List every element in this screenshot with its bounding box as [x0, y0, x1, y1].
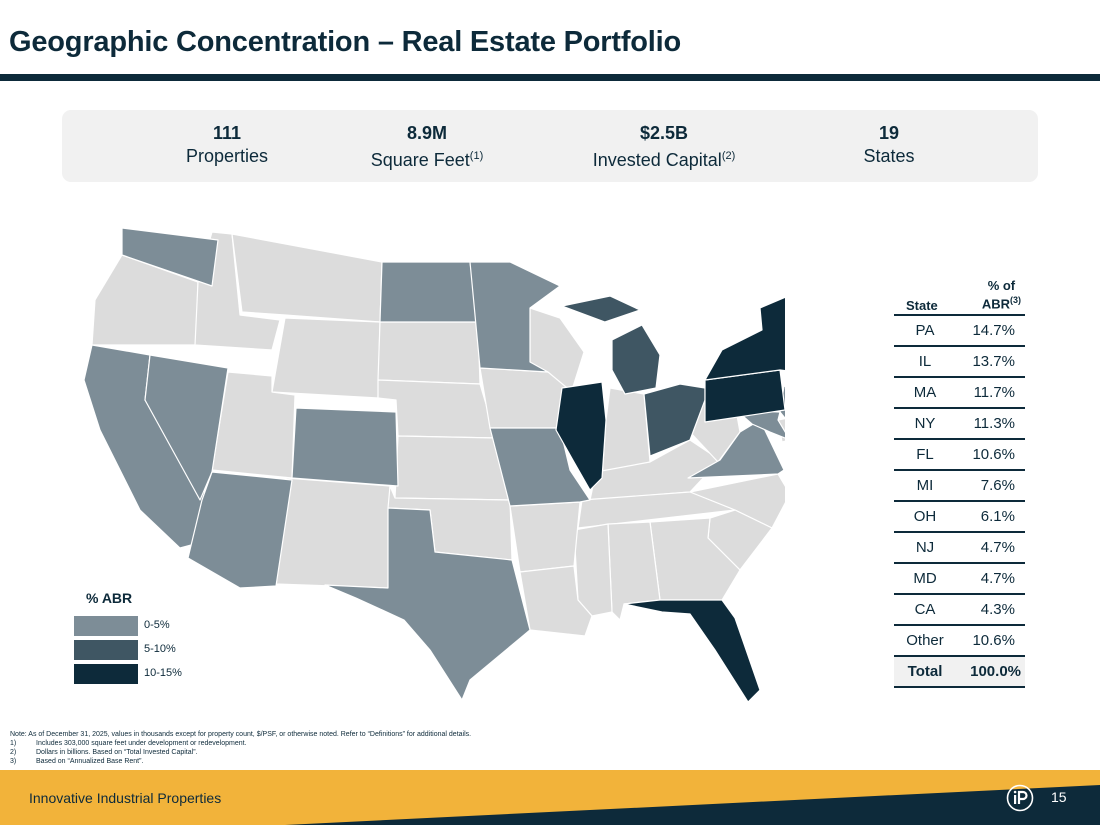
abr-percent: 13.7%	[972, 353, 1015, 370]
table-row: MD 4.7%	[894, 564, 1025, 595]
slide-title: Geographic Concentration – Real Estate P…	[9, 26, 682, 58]
table-header: State % of ABR(3)	[894, 278, 1025, 316]
abr-percent: 11.7%	[973, 384, 1015, 401]
state-code: NJ	[915, 539, 935, 556]
table-row: NJ 4.7%	[894, 533, 1025, 564]
state-code: FL	[916, 446, 934, 463]
abr-percent: 4.7%	[980, 570, 1015, 587]
table-row: MI 7.6%	[894, 471, 1025, 502]
state-code: MI	[916, 477, 934, 494]
abr-percent: 11.3%	[973, 415, 1015, 432]
state-code: PA	[915, 322, 935, 339]
stat-invested-capital: $2.5B Invested Capital(2)	[554, 122, 774, 172]
state-nm	[275, 477, 391, 589]
footnote-ref: (3)	[1010, 295, 1021, 305]
state-il	[555, 381, 607, 491]
abr-percent: 4.3%	[980, 601, 1015, 618]
footer-band	[0, 770, 1100, 825]
state-wa	[121, 227, 219, 287]
state-ms	[573, 523, 613, 617]
legend-title: % ABR	[86, 590, 133, 606]
state-code: NY	[914, 415, 936, 432]
table-row: Other 10.6%	[894, 626, 1025, 657]
abr-percent: 14.7%	[972, 322, 1015, 339]
table-row: MA 11.7%	[894, 378, 1025, 409]
table-row: CA 4.3%	[894, 595, 1025, 626]
footnote-ref: (1)	[469, 150, 484, 162]
stat-states: 19 States	[779, 122, 999, 168]
footnote-ref: (2)	[721, 150, 736, 162]
footnote-item: 3) Based on “Annualized Base Rent”.	[10, 758, 144, 765]
stat-value: 111	[212, 123, 242, 143]
state-code: MD	[913, 570, 937, 587]
legend-label: 10-15%	[144, 667, 182, 679]
col-header-state: State	[906, 298, 938, 313]
state-md	[735, 409, 785, 439]
state-mt	[231, 233, 383, 323]
col-header-abr: % of ABR(3)	[981, 278, 1021, 312]
legend-label: 5-10%	[144, 643, 176, 655]
state-mi	[561, 295, 661, 395]
state-nv	[144, 354, 229, 501]
footnote-item: 1) Includes 303,000 square feet under dev…	[10, 740, 247, 747]
stat-value: 19	[878, 123, 900, 143]
table-row: IL 13.7%	[894, 347, 1025, 378]
us-portfolio-map	[83, 227, 785, 703]
abr-percent: 6.1%	[980, 508, 1015, 525]
total-value: 100.0%	[970, 663, 1021, 680]
stat-label: Square Feet(1)	[370, 150, 484, 170]
state-ar	[509, 501, 581, 573]
legend-label: 0-5%	[144, 619, 170, 631]
stat-label: States	[863, 146, 915, 166]
abr-percent: 10.6%	[972, 632, 1015, 649]
stat-label: Properties	[185, 146, 269, 166]
state-ks	[394, 435, 511, 501]
footnote-item: 2) Dollars in billions. Based on “Total I…	[10, 749, 198, 756]
state-wy	[271, 317, 381, 399]
legend-swatch	[74, 640, 138, 660]
abr-percent: 4.7%	[980, 539, 1015, 556]
footnotes: Note: As of December 31, 2025, values in…	[10, 730, 471, 766]
state-sd	[377, 321, 481, 385]
state-code: CA	[914, 601, 936, 618]
state-or	[91, 254, 199, 346]
state-code: MA	[913, 384, 937, 401]
state-mn	[469, 261, 561, 373]
stat-value: $2.5B	[639, 123, 689, 143]
footnote-intro: Note: As of December 31, 2025, values in…	[10, 731, 472, 738]
legend-swatch	[74, 616, 138, 636]
state-code: Other	[906, 632, 944, 649]
footer-company-name: Innovative Industrial Properties	[29, 790, 222, 806]
stat-properties: 111 Properties	[117, 122, 337, 168]
abr-percent: 10.6%	[972, 446, 1015, 463]
state-ny	[704, 296, 785, 381]
state-fl	[623, 599, 761, 703]
state-co	[291, 407, 399, 487]
state-az	[187, 471, 293, 589]
iip-logo-icon	[1006, 784, 1034, 812]
table-row-total: Total 100.0%	[894, 657, 1025, 688]
abr-percent: 7.6%	[980, 477, 1015, 494]
stat-square-feet: 8.9M Square Feet(1)	[317, 122, 537, 172]
total-label: Total	[907, 663, 943, 680]
state-code: IL	[918, 353, 932, 370]
table-row: FL 10.6%	[894, 440, 1025, 471]
stats-panel: 111 Properties 8.9M Square Feet(1) $2.5B…	[62, 110, 1038, 182]
page-number: 15	[1051, 789, 1067, 805]
state-nc	[689, 473, 785, 529]
stat-label: Invested Capital(2)	[592, 150, 736, 170]
title-rule	[0, 74, 1100, 81]
legend-swatch	[74, 664, 138, 684]
table-row: NY 11.3%	[894, 409, 1025, 440]
state-nd	[379, 261, 479, 323]
state-code: OH	[913, 508, 937, 525]
table-row: OH 6.1%	[894, 502, 1025, 533]
abr-table: State % of ABR(3) PA 14.7% IL 13.7% MA 11.7% N…	[894, 278, 1025, 688]
state-tx	[324, 507, 531, 701]
stat-value: 8.9M	[406, 123, 448, 143]
table-row: PA 14.7%	[894, 316, 1025, 347]
